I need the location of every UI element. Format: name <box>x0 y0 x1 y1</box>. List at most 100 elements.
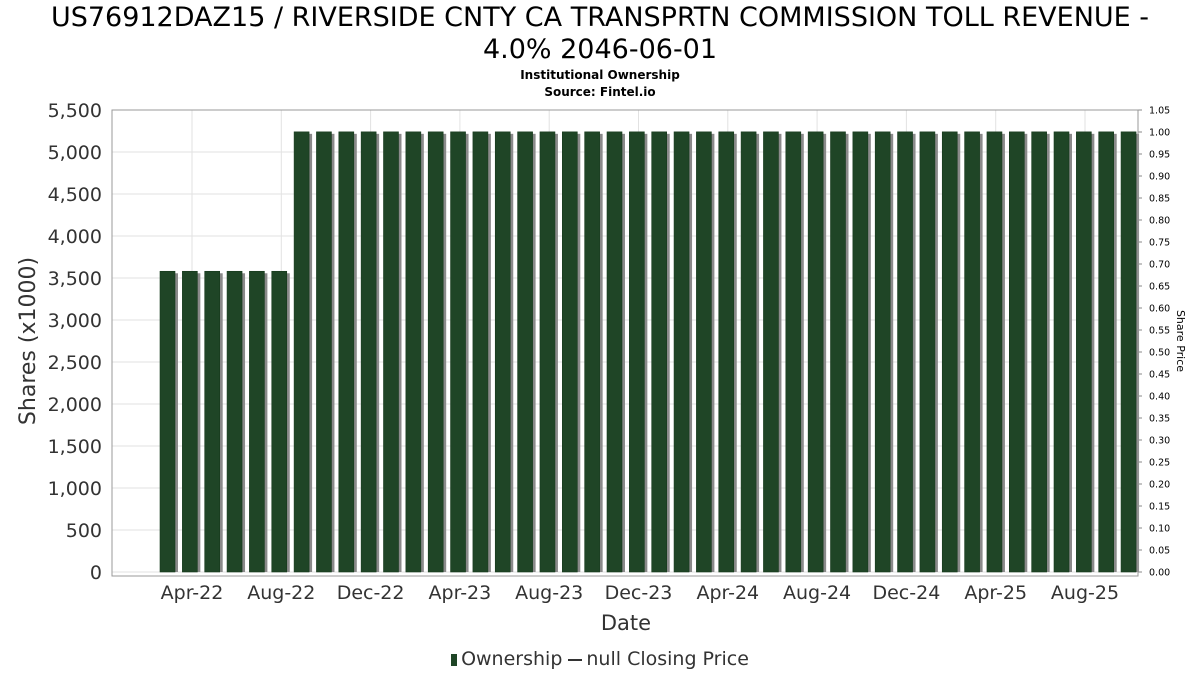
ownership-bar <box>271 270 288 573</box>
y-axis-label: Shares (x1000) <box>16 257 41 425</box>
ownership-bar <box>494 131 511 573</box>
ownership-bar <box>785 131 802 573</box>
y2-tick-label: 0.00 <box>1149 568 1170 579</box>
ownership-bar <box>986 131 1003 573</box>
y-tick-label: 2,500 <box>48 352 102 374</box>
legend-price-line <box>568 658 583 661</box>
x-axis-label: Date <box>601 611 651 635</box>
x-tick-label: Aug-22 <box>247 582 315 604</box>
y-tick-label: 5,000 <box>48 142 102 164</box>
y-tick-label: 3,500 <box>48 268 102 290</box>
ownership-bar <box>1098 131 1114 573</box>
y2-tick-label: 0.25 <box>1149 458 1170 469</box>
y2-tick-label: 0.60 <box>1149 304 1170 315</box>
chart-title-line2: 4.0% 2046-06-01 <box>482 34 718 65</box>
x-tick-label: Dec-23 <box>605 582 673 604</box>
ownership-bar <box>584 131 600 573</box>
legend-price-label: null Closing Price <box>586 648 749 670</box>
chart-subtitle: Institutional Ownership <box>520 68 680 82</box>
ownership-bar <box>182 270 198 573</box>
y2-tick-label: 0.15 <box>1149 502 1170 513</box>
ownership-bar <box>1008 131 1025 573</box>
ownership-bar <box>897 131 913 573</box>
y2-tick-label: 0.55 <box>1149 326 1170 337</box>
y2-tick-label: 0.20 <box>1149 480 1170 491</box>
chart-title-line1: US76912DAZ15 / RIVERSIDE CNTY CA TRANSPR… <box>50 2 1150 33</box>
ownership-bar <box>338 131 355 573</box>
ownership-bar <box>1053 131 1070 573</box>
ownership-bar <box>1031 131 1047 573</box>
legend: Ownership null Closing Price <box>0 648 1200 670</box>
y-tick-label: 500 <box>66 520 102 542</box>
y2-tick-label: 0.10 <box>1149 524 1170 535</box>
y2-tick-label: 1.00 <box>1149 128 1170 139</box>
x-tick-label: Apr-22 <box>161 582 224 604</box>
legend-ownership-label: Ownership <box>461 648 563 670</box>
ownership-bar <box>919 131 936 573</box>
y2-tick-label: 0.35 <box>1149 414 1170 425</box>
x-tick-label: Aug-24 <box>783 582 851 604</box>
legend-ownership-swatch <box>451 653 458 666</box>
y2-tick-label: 1.05 <box>1149 106 1170 117</box>
ownership-bar <box>1120 131 1137 573</box>
ownership-bar <box>874 131 891 573</box>
ownership-bar <box>763 131 779 573</box>
chart-source: Source: Fintel.io <box>544 85 656 99</box>
ownership-bar <box>964 131 980 573</box>
ownership-bar <box>941 131 958 573</box>
ownership-bar <box>807 131 824 573</box>
y2-tick-label: 0.85 <box>1149 194 1170 205</box>
ownership-bar <box>696 131 712 573</box>
x-tick-label: Aug-23 <box>515 582 583 604</box>
y2-tick-label: 0.80 <box>1149 216 1170 227</box>
ownership-bar <box>226 270 243 573</box>
ownership-bar <box>629 131 645 573</box>
ownership-bar <box>852 131 869 573</box>
plot-border <box>111 109 1139 577</box>
y2-tick-label: 0.45 <box>1149 370 1170 381</box>
ownership-bar <box>472 131 489 573</box>
y-tick-label: 2,000 <box>48 394 102 416</box>
x-tick-label: Dec-24 <box>872 582 940 604</box>
y2-tick-label: 0.40 <box>1149 392 1170 403</box>
y2-tick-label: 0.70 <box>1149 260 1170 271</box>
y2-tick-label: 0.75 <box>1149 238 1170 249</box>
ownership-bar <box>539 131 556 573</box>
x-tick-label: Apr-23 <box>429 582 492 604</box>
x-tick-label: Aug-25 <box>1051 582 1119 604</box>
x-tick-label: Apr-25 <box>964 582 1027 604</box>
ownership-bar <box>673 131 690 573</box>
ownership-bar <box>427 131 444 573</box>
x-tick-label: Apr-24 <box>696 582 759 604</box>
ownership-bar <box>293 131 310 573</box>
y-tick-label: 5,500 <box>48 100 102 122</box>
y-tick-label: 3,000 <box>48 310 102 332</box>
ownership-bar <box>606 131 623 573</box>
ownership-bar <box>159 270 176 573</box>
ownership-bar <box>718 131 735 573</box>
ownership-bar <box>561 131 578 573</box>
ownership-bar <box>740 131 757 573</box>
y2-tick-label: 0.65 <box>1149 282 1170 293</box>
ownership-bar <box>383 131 399 573</box>
ownership-bar <box>249 270 265 573</box>
y2-axis-label: Share Price <box>1174 310 1187 372</box>
y-tick-label: 1,000 <box>48 478 102 500</box>
ownership-bar <box>651 131 668 573</box>
ownership-bar <box>830 131 846 573</box>
ownership-bar <box>1076 131 1092 573</box>
ownership-bar <box>316 131 332 573</box>
ownership-bar <box>204 270 220 573</box>
y2-tick-label: 0.95 <box>1149 150 1170 161</box>
x-tick-label: Dec-22 <box>337 582 405 604</box>
y2-tick-label: 0.90 <box>1149 172 1170 183</box>
ownership-bar <box>360 131 377 573</box>
ownership-bar <box>450 131 466 573</box>
ownership-bar <box>517 131 533 573</box>
y2-tick-label: 0.05 <box>1149 546 1170 557</box>
ownership-bar <box>405 131 422 573</box>
y-tick-label: 4,500 <box>48 184 102 206</box>
y-tick-label: 0 <box>90 562 102 584</box>
y2-tick-label: 0.50 <box>1149 348 1170 359</box>
